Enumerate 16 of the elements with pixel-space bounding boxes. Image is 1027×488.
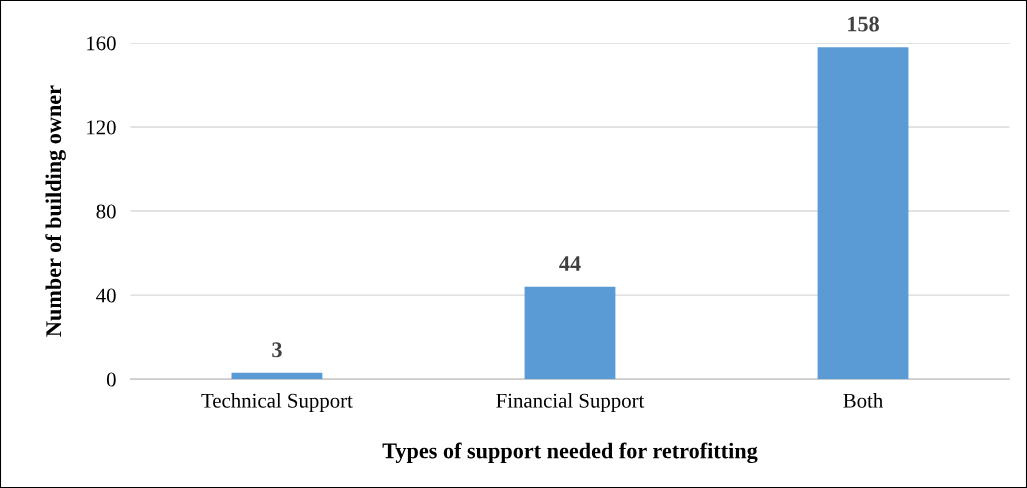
- x-tick-label: Financial Support: [496, 393, 645, 412]
- y-tick-label: 160: [87, 36, 116, 51]
- y-tick-label: 40: [96, 288, 116, 303]
- x-axis-title: Types of support needed for retrofitting: [382, 442, 758, 464]
- y-tick-label: 80: [96, 204, 116, 219]
- bar: [817, 47, 909, 380]
- x-tick-label: Technical Support: [201, 393, 353, 412]
- x-tick-label: Both: [843, 393, 884, 408]
- bar: [231, 372, 323, 380]
- data-label: 158: [848, 16, 879, 32]
- data-label: 3: [272, 342, 282, 358]
- y-tick-label: 0: [106, 372, 116, 387]
- y-axis-title: Number of building owner: [45, 85, 66, 337]
- bar: [524, 286, 616, 380]
- data-label: 44: [559, 256, 581, 271]
- y-tick-label: 120: [87, 120, 116, 135]
